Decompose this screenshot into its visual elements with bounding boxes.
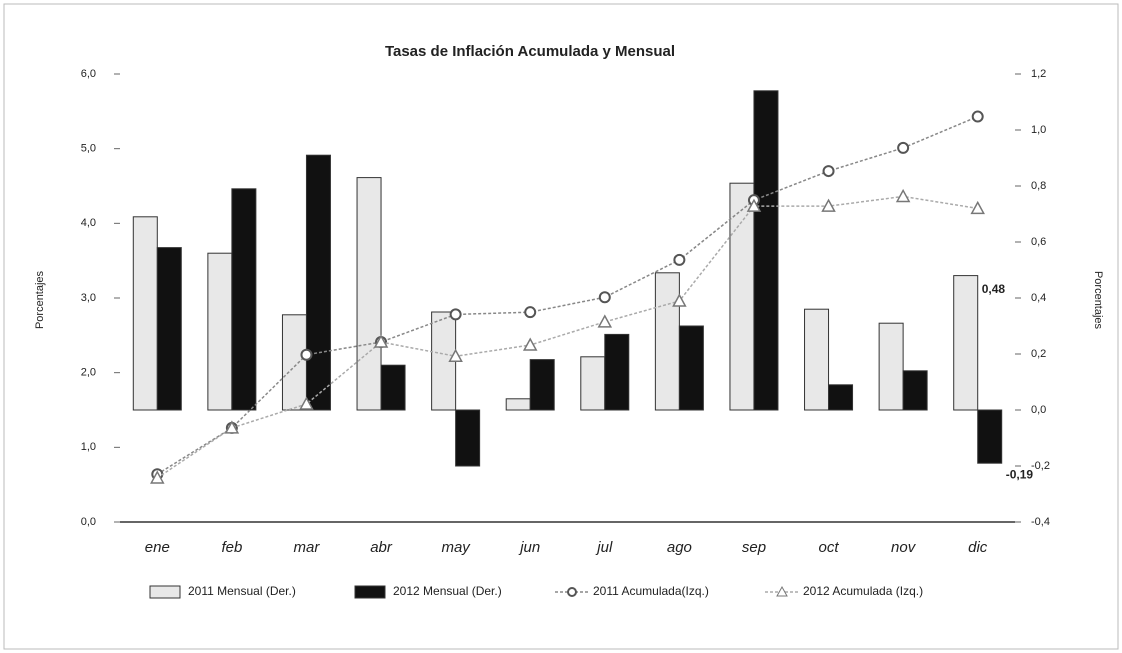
bar bbox=[902, 370, 928, 411]
bar bbox=[828, 384, 854, 411]
x-tick-label: nov bbox=[891, 539, 917, 556]
legend-label: 2012 Acumulada (Izq.) bbox=[803, 584, 923, 598]
bar bbox=[380, 364, 406, 411]
marker bbox=[672, 293, 687, 307]
marker bbox=[673, 253, 686, 266]
bar bbox=[953, 275, 979, 411]
data-label: -0,19 bbox=[1006, 467, 1034, 481]
chart-title: Tasas de Inflación Acumulada y Mensual bbox=[385, 43, 675, 60]
marker bbox=[598, 291, 611, 304]
x-tick-label: may bbox=[441, 539, 471, 556]
x-tick-label: sep bbox=[742, 539, 766, 556]
marker bbox=[895, 188, 911, 203]
line bbox=[156, 115, 978, 475]
legend-label: 2011 Acumulada(Izq.) bbox=[593, 584, 709, 598]
bar bbox=[281, 314, 307, 411]
marker bbox=[971, 110, 984, 123]
bar bbox=[580, 356, 606, 411]
x-tick-label: feb bbox=[221, 539, 242, 556]
bar bbox=[305, 154, 331, 411]
x-tick-label: abr bbox=[370, 539, 393, 556]
y-tick-label: 6,0 bbox=[81, 68, 96, 80]
x-tick-label: ene bbox=[145, 539, 170, 556]
y-tick-label: 2,0 bbox=[81, 367, 96, 379]
bar bbox=[878, 322, 904, 411]
marker bbox=[897, 141, 910, 154]
bar bbox=[132, 216, 158, 411]
x-tick-label: jul bbox=[595, 539, 613, 556]
y-axis-label: Porcentajes bbox=[34, 270, 46, 329]
bar bbox=[977, 409, 1003, 464]
legend-label: 2011 Mensual (Der.) bbox=[188, 584, 296, 598]
y2-tick-label: 0,0 bbox=[1031, 404, 1046, 416]
bar bbox=[753, 90, 779, 411]
bar bbox=[207, 252, 233, 411]
bar bbox=[156, 247, 182, 411]
legend-swatch bbox=[354, 585, 386, 599]
legend-label: 2012 Mensual (Der.) bbox=[393, 584, 502, 598]
marker bbox=[822, 165, 835, 178]
line bbox=[156, 195, 978, 479]
bar bbox=[804, 308, 830, 411]
y-tick-label: 4,0 bbox=[81, 217, 96, 229]
marker bbox=[449, 308, 462, 321]
y2-tick-label: 0,4 bbox=[1031, 292, 1046, 304]
marker bbox=[150, 470, 165, 484]
marker bbox=[300, 348, 313, 361]
marker bbox=[373, 334, 389, 348]
x-tick-label: ago bbox=[667, 539, 692, 556]
bar bbox=[729, 182, 755, 411]
y2-tick-label: -0,2 bbox=[1031, 460, 1050, 472]
marker bbox=[522, 337, 538, 351]
y2-tick-label: 1,0 bbox=[1031, 124, 1046, 136]
marker bbox=[597, 314, 613, 328]
marker bbox=[524, 306, 537, 319]
x-tick-label: mar bbox=[294, 539, 321, 556]
legend-swatch bbox=[149, 585, 181, 599]
y-tick-label: 0,0 bbox=[81, 516, 96, 528]
y2-tick-label: 0,8 bbox=[1031, 180, 1046, 192]
marker bbox=[821, 198, 836, 212]
y2-tick-label: 0,2 bbox=[1031, 348, 1046, 360]
bar bbox=[654, 272, 680, 411]
bar bbox=[529, 359, 555, 411]
legend-marker bbox=[776, 585, 788, 597]
bar bbox=[604, 333, 630, 411]
marker bbox=[746, 198, 762, 212]
marker bbox=[224, 420, 240, 434]
bar bbox=[455, 409, 481, 467]
legend-marker bbox=[567, 587, 577, 597]
y-tick-label: 3,0 bbox=[81, 292, 96, 304]
y-tick-label: 5,0 bbox=[81, 143, 96, 155]
marker bbox=[970, 200, 985, 215]
marker bbox=[299, 396, 314, 410]
y2-tick-label: 0,6 bbox=[1031, 236, 1046, 248]
bar bbox=[678, 325, 704, 411]
y2-axis-label: Porcentajes bbox=[1092, 271, 1104, 330]
y2-tick-label: 1,2 bbox=[1031, 68, 1046, 80]
y-tick-label: 1,0 bbox=[81, 441, 96, 453]
x-tick-label: jun bbox=[518, 539, 540, 556]
marker bbox=[448, 348, 463, 362]
bar bbox=[231, 188, 257, 411]
x-tick-label: oct bbox=[819, 539, 840, 556]
bar bbox=[356, 177, 382, 411]
data-label: 0,48 bbox=[982, 282, 1006, 296]
y2-tick-label: -0,4 bbox=[1031, 516, 1050, 528]
bar bbox=[505, 398, 531, 411]
x-tick-label: dic bbox=[968, 539, 988, 556]
chart-frame bbox=[3, 3, 1119, 650]
